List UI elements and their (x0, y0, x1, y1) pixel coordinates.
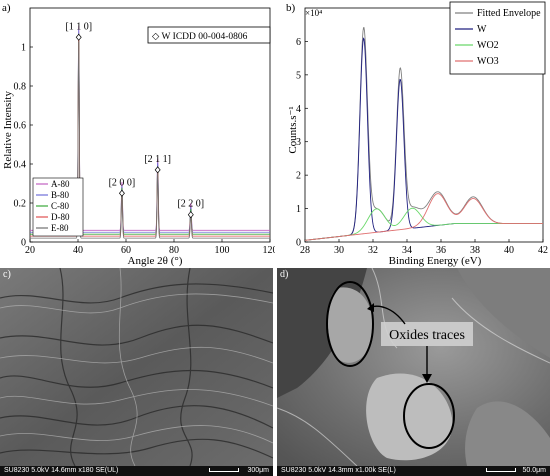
xps-x-tick-label: 42 (538, 245, 548, 256)
xrd-peak-label: [2 2 0] (177, 199, 204, 210)
xps-x-tick-label: 30 (334, 245, 344, 256)
xps-x-tick-label: 38 (470, 245, 480, 256)
xrd-x-tick-label: 120 (263, 245, 276, 256)
xrd-y-tick-label: 0.6 (14, 121, 27, 132)
xrd-ref-marker (154, 166, 161, 174)
xrd-ref-marker (75, 33, 82, 41)
xrd-y-label: Relative Intensity (2, 91, 14, 169)
sem-scale-c: 300μm (247, 467, 269, 474)
xrd-legend-box (147, 26, 271, 44)
xps-legend-entry: Fitted Envelope (477, 8, 541, 19)
sem-scale-d: 50.0μm (522, 467, 547, 474)
xps-axes-frame (304, 7, 544, 243)
oxide-circle-1 (326, 281, 374, 367)
sem-info-d: SU8230 5.0kV 14.3mm x1.00k SE(L) (281, 467, 396, 474)
xrd-x-tick-label: 100 (215, 245, 230, 256)
xrd-x-tick-label: 20 (25, 245, 35, 256)
annotation-bg (381, 322, 473, 346)
xrd-x-tick-label: 80 (169, 245, 179, 256)
xps-x-tick-label: 32 (368, 245, 378, 256)
xps-x-tick-label: 40 (504, 245, 514, 256)
xps-x-tick-label: 36 (436, 245, 446, 256)
xrd-peak-label: [1 1 0] (65, 21, 92, 32)
xps-x-label: Binding Energy (eV) (389, 255, 482, 267)
xrd-legend-entry: D-80 (51, 212, 70, 222)
xrd-x-tick-label: 60 (121, 245, 131, 256)
scale-bar-c (209, 468, 239, 472)
xrd-y-tick-label: 0.2 (14, 199, 27, 210)
panel-label-b: b) (286, 2, 296, 14)
xps-series-WO2 (304, 207, 543, 241)
xps-y-tick-label: 1 (296, 204, 301, 215)
xps-legend-box (449, 1, 546, 75)
xps-legend-entry: WO3 (477, 56, 499, 67)
xps-multiplier: ×10⁴ (305, 8, 322, 18)
xps-y-label: Counts.s⁻¹ (287, 106, 299, 153)
panel-label-c: c) (3, 269, 11, 280)
annotation-arrowhead-2 (422, 374, 432, 383)
sem-image-c: c) SU8230 5.0kV 14.6mm x180 SE(UL) 300μm (0, 268, 273, 476)
xrd-ref-marker (118, 189, 125, 197)
sem-info-bar-d: SU8230 5.0kV 14.3mm x1.00k SE(L) 50.0μm (277, 466, 550, 476)
xrd-peak-label: [2 0 0] (109, 177, 136, 188)
xps-x-tick-label: 34 (402, 245, 412, 256)
scale-bar-d (486, 468, 516, 472)
xps-chart: Counts.s⁻¹ ×10⁴ Binding Energy (eV) 28 30… (287, 1, 548, 267)
xrd-y-tick-label: 0 (21, 238, 26, 249)
xrd-legend (32, 177, 84, 237)
panel-label-a: a) (2, 2, 11, 14)
xrd-y-tick-label: 0.4 (14, 160, 27, 171)
sem-image-d: Oxides traces d) SU8230 5.0kV 14.3mm x1.… (277, 268, 550, 476)
xrd-legend-entry: B-80 (51, 190, 70, 200)
xrd-ref-marker (187, 211, 194, 219)
xrd-legend-entry: C-80 (51, 201, 70, 211)
oxide-circle-2 (403, 383, 455, 449)
xrd-legend-entry: A-80 (51, 179, 70, 189)
sem-texture-d: Oxides traces (277, 268, 550, 466)
sem-info-bar-c: SU8230 5.0kV 14.6mm x180 SE(UL) 300μm (0, 466, 273, 476)
xps-y-tick-label: 4 (296, 104, 301, 115)
xrd-y-tick-label: 1 (21, 43, 26, 54)
xps-legend-entry: WO2 (477, 40, 499, 51)
xps-y-tick-label: 0 (296, 238, 301, 249)
xps-y-tick-label: 6 (296, 37, 301, 48)
xps-legend-entry: W (477, 24, 487, 35)
sem-info-c: SU8230 5.0kV 14.6mm x180 SE(UL) (4, 467, 119, 474)
xps-y-tick-label: 3 (296, 137, 301, 148)
panel-label-d: d) (280, 269, 289, 280)
xrd-x-tick-label: 40 (73, 245, 83, 256)
xps-y-tick-label: 2 (296, 171, 301, 182)
xrd-chart: Relative Intensity Angle 2θ (°) 20 40 60 80… (2, 7, 276, 267)
xps-x-tick-label: 28 (300, 245, 310, 256)
xps-y-tick-label: 5 (296, 70, 301, 81)
xrd-legend-entry: E-80 (51, 223, 69, 233)
xrd-peak-label: [2 1 1] (144, 154, 171, 165)
oxides-traces-label: Oxides traces (389, 328, 465, 343)
xrd-series-E-80 (30, 41, 270, 239)
xrd-legend-box-text: ◇ W ICDD 00-004-0806 (152, 32, 248, 42)
xps-series-WO3 (304, 193, 543, 241)
xrd-y-tick-label: 0.8 (14, 82, 27, 93)
annotation-arrowhead-1 (367, 303, 374, 312)
sem-texture-c (0, 268, 273, 466)
xrd-x-label: Angle 2θ (°) (128, 255, 183, 267)
